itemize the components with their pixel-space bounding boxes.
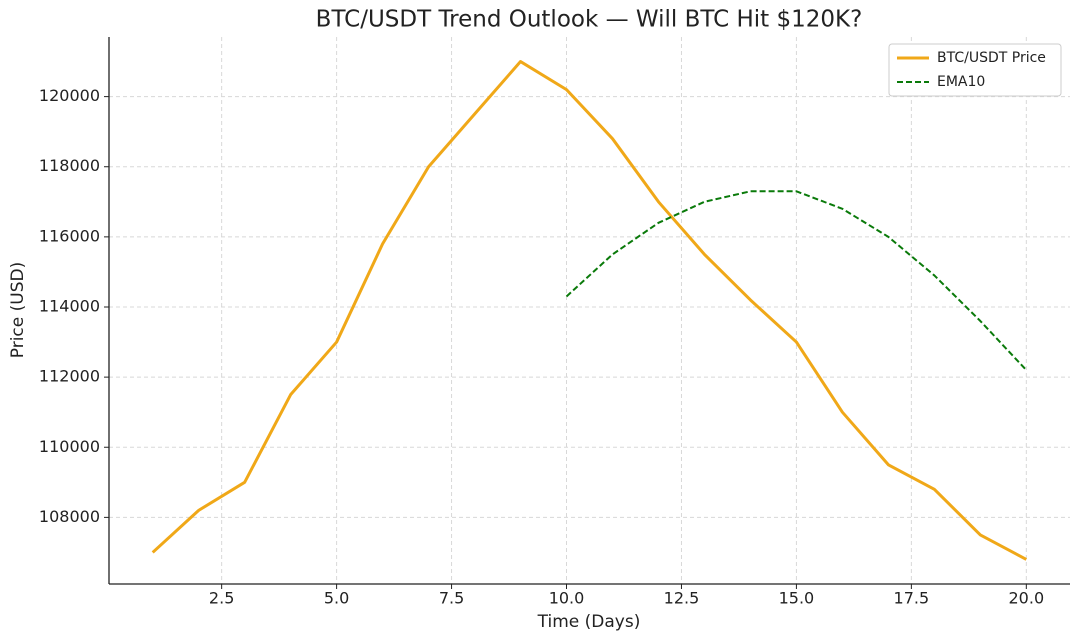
legend-label: BTC/USDT Price: [937, 50, 1046, 66]
y-tick-label: 108000: [39, 507, 100, 526]
x-tick-label: 20.0: [1009, 589, 1045, 608]
x-tick-label: 17.5: [894, 589, 930, 608]
x-tick-label: 15.0: [779, 589, 815, 608]
y-tick-label: 118000: [39, 156, 100, 175]
chart-title: BTC/USDT Trend Outlook — Will BTC Hit $1…: [316, 7, 863, 33]
legend-box: [888, 43, 1062, 97]
y-tick-label: 110000: [39, 437, 100, 456]
line-series: [151, 60, 1028, 561]
x-tick-label: 10.0: [549, 589, 585, 608]
x-tick-label: 12.5: [664, 589, 700, 608]
legend: BTC/USDT Price EMA10: [888, 43, 1062, 97]
legend-label: EMA10: [937, 74, 985, 90]
y-axis-label: Price (USD): [8, 262, 28, 358]
x-axis-label: Time (Days): [537, 612, 641, 632]
x-tick-label: 2.5: [209, 589, 234, 608]
y-tick-label: 120000: [39, 86, 100, 105]
y-tick-label: 116000: [39, 226, 100, 245]
y-tick-label: 112000: [39, 367, 100, 386]
x-tick-label: 7.5: [439, 589, 464, 608]
line-series: [565, 190, 1028, 371]
y-tick-label: 114000: [39, 296, 100, 315]
x-tick-label: 5.0: [324, 589, 349, 608]
